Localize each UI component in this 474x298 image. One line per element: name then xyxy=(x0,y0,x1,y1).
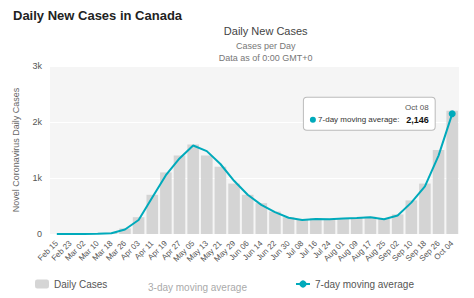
svg-text:2k: 2k xyxy=(32,117,42,127)
svg-text:Daily New Cases: Daily New Cases xyxy=(224,25,308,37)
svg-text:Jun 30: Jun 30 xyxy=(268,238,292,263)
svg-text:Jun 14: Jun 14 xyxy=(241,238,265,263)
svg-text:Sep 10: Sep 10 xyxy=(390,238,415,264)
svg-text:Cases per Day: Cases per Day xyxy=(236,41,296,51)
svg-text:7-day moving average:: 7-day moving average: xyxy=(316,115,400,124)
svg-text:Daily Cases: Daily Cases xyxy=(54,279,107,290)
svg-text:Novel Coronavirus Daily Cases: Novel Coronavirus Daily Cases xyxy=(11,87,21,212)
svg-text:Mar 02: Mar 02 xyxy=(63,238,88,263)
svg-text:Jul 16: Jul 16 xyxy=(297,238,319,261)
svg-text:Sep 26: Sep 26 xyxy=(417,238,442,264)
svg-text:Mar 10: Mar 10 xyxy=(77,238,101,263)
svg-text:Apr 11: Apr 11 xyxy=(132,238,156,262)
svg-text:Oct 08: Oct 08 xyxy=(405,103,429,112)
svg-text:Aug 25: Aug 25 xyxy=(362,238,388,264)
svg-text:3-day moving average: 3-day moving average xyxy=(148,282,247,293)
svg-text:Data as of 0:00 GMT+0: Data as of 0:00 GMT+0 xyxy=(219,53,313,63)
svg-text:Jun 06: Jun 06 xyxy=(227,238,251,263)
svg-text:May 21: May 21 xyxy=(198,238,224,264)
svg-text:May 29: May 29 xyxy=(212,238,238,264)
svg-text:Aug 01: Aug 01 xyxy=(322,238,347,264)
svg-text:Mar 18: Mar 18 xyxy=(90,238,115,263)
svg-text:Jul 08: Jul 08 xyxy=(284,238,306,261)
svg-text:3k: 3k xyxy=(32,61,42,71)
svg-text:Aug 09: Aug 09 xyxy=(335,238,360,264)
svg-text:0: 0 xyxy=(37,229,42,239)
svg-text:Jul 24: Jul 24 xyxy=(311,238,333,261)
svg-text:Aug 17: Aug 17 xyxy=(349,238,374,264)
svg-text:Jun 22: Jun 22 xyxy=(254,238,279,263)
svg-text:Apr 03: Apr 03 xyxy=(118,238,142,262)
svg-text:Feb 15: Feb 15 xyxy=(36,238,60,263)
svg-text:Sep 02: Sep 02 xyxy=(376,238,401,264)
svg-text:Sep 18: Sep 18 xyxy=(403,238,429,264)
svg-text:Apr 27: Apr 27 xyxy=(159,238,183,262)
svg-text:May 05: May 05 xyxy=(171,238,197,264)
svg-text:2,146: 2,146 xyxy=(406,115,429,125)
svg-text:Feb 23: Feb 23 xyxy=(49,238,74,263)
svg-text:1k: 1k xyxy=(32,173,42,183)
svg-text:Daily New Cases in Canada: Daily New Cases in Canada xyxy=(13,8,183,23)
svg-text:Mar 26: Mar 26 xyxy=(104,238,129,263)
svg-text:Oct 04: Oct 04 xyxy=(432,238,455,261)
svg-text:Apr 19: Apr 19 xyxy=(146,238,170,262)
svg-text:May 13: May 13 xyxy=(185,238,210,264)
svg-text:7-day moving average: 7-day moving average xyxy=(315,279,414,290)
